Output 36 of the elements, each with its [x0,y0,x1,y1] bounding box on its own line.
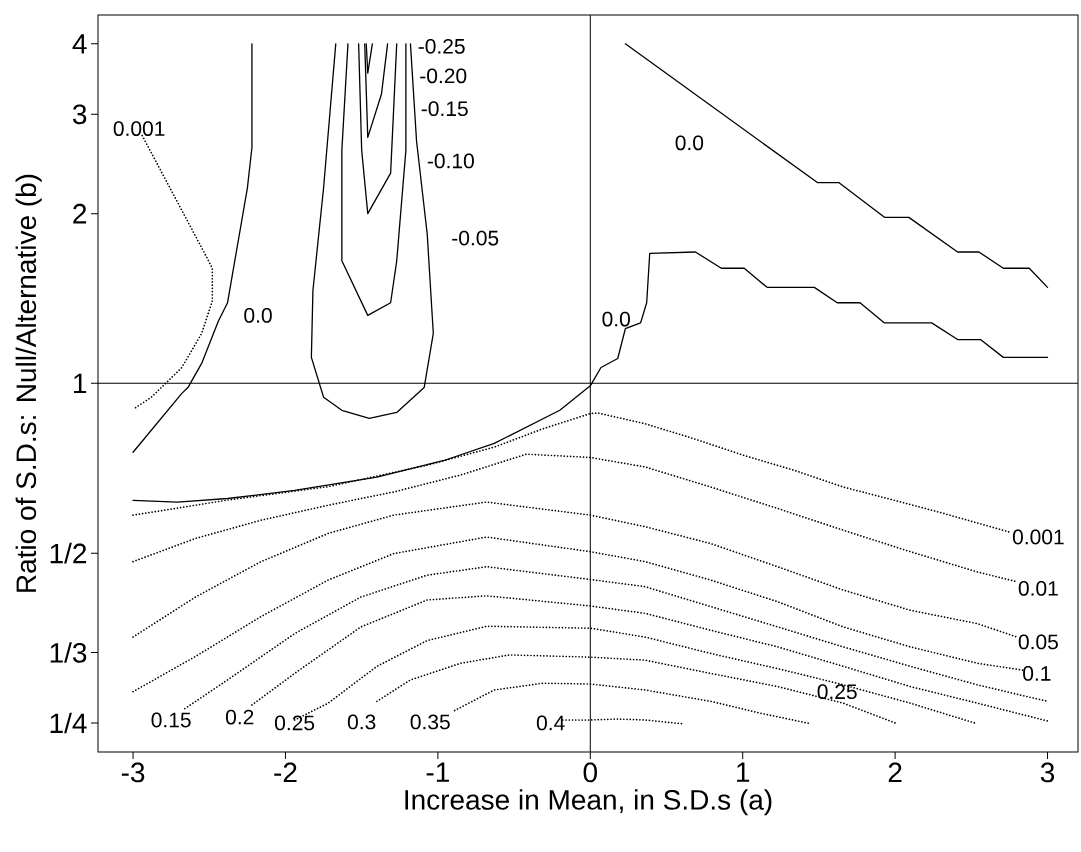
y-tick-label: 1/4 [50,712,87,734]
y-tick-label: 1/3 [50,642,87,663]
annotation: 0.25 [274,715,315,731]
x-tick-label: 0 [583,762,597,783]
x-tick-label: -3 [121,762,145,783]
annotation: 0.15 [151,712,191,728]
y-tick-label: 1 [74,373,87,394]
y-tick-label: 1/2 [50,542,87,564]
annotation: 0.001 [113,121,165,137]
annotation: 0.001 [1012,529,1064,545]
y-tick-label: 4 [72,34,87,54]
x-tick-label: 2 [888,762,902,783]
annotation: -0.20 [420,68,467,84]
annotation: -0.15 [421,101,468,117]
y-tick-label: 2 [73,203,87,224]
annotation: 0.0 [602,311,630,327]
annotation: 0.01 [1018,580,1058,596]
x-tick-label: -1 [426,762,449,782]
annotation: 0.25 [817,684,857,700]
x-tick-label: 1 [737,762,750,782]
annotation: 0.3 [347,714,376,730]
annotation: 0.0 [244,307,272,323]
annotation: 0.1 [1023,665,1051,681]
y-axis-title: Ratio of S.D.s: Null/Alternative (b) [15,174,42,592]
annotation: 0.2 [225,709,254,725]
annotation: 0.4 [536,715,565,731]
annotation: -0.10 [427,153,474,169]
annotation: 0.35 [410,714,450,730]
annotation: -0.25 [418,38,465,54]
y-tick-label: 3 [72,104,87,125]
annotation: -0.05 [452,230,499,246]
annotation: 0.0 [675,135,704,151]
x-tick-label: -2 [274,762,297,783]
annotation: 0.05 [1018,634,1058,650]
x-tick-label: 3 [1040,762,1055,783]
x-axis-title: Increase in Mean, in S.D.s (a) [405,789,772,816]
